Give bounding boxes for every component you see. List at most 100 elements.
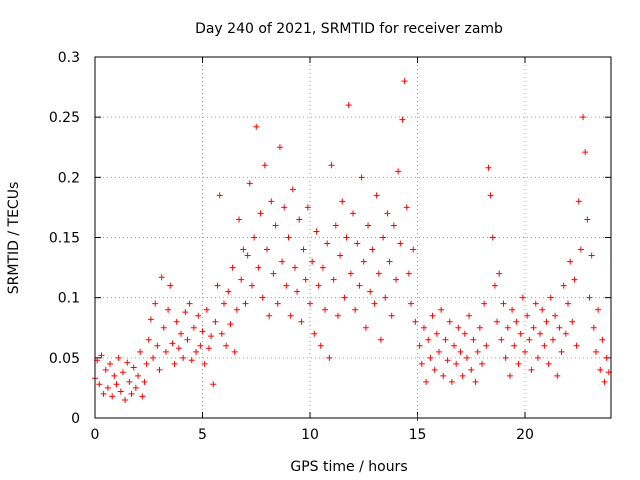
- data-point: [526, 336, 533, 343]
- data-point: [562, 330, 569, 337]
- data-point: [259, 294, 266, 301]
- data-point: [240, 246, 247, 253]
- data-point: [382, 294, 389, 301]
- data-point: [545, 360, 552, 367]
- data-point: [246, 180, 253, 187]
- x-tick-label: 10: [301, 427, 319, 443]
- data-point: [489, 234, 496, 241]
- data-point: [603, 354, 610, 361]
- data-point: [145, 336, 152, 343]
- data-point: [350, 210, 356, 217]
- data-point: [315, 282, 322, 289]
- data-point: [472, 378, 479, 385]
- data-point: [96, 381, 103, 388]
- data-point: [459, 372, 466, 379]
- data-point: [528, 366, 535, 373]
- data-point: [541, 342, 548, 349]
- data-point: [274, 300, 281, 307]
- data-point: [429, 312, 436, 319]
- data-point: [390, 222, 397, 229]
- data-point: [294, 288, 301, 295]
- data-point: [160, 324, 167, 331]
- data-point: [238, 276, 245, 283]
- data-point: [592, 348, 599, 355]
- data-point: [369, 246, 376, 253]
- data-point: [365, 222, 372, 229]
- y-axis-title: SRMTID / TECUs: [6, 182, 22, 295]
- data-point: [347, 270, 354, 277]
- data-point: [268, 198, 275, 205]
- data-point: [248, 282, 255, 289]
- data-point: [556, 324, 563, 331]
- data-point: [182, 309, 189, 316]
- grid-lines: [95, 57, 611, 418]
- data-point: [328, 162, 335, 169]
- data-point: [126, 378, 133, 385]
- data-point: [139, 393, 146, 400]
- data-point: [188, 357, 195, 364]
- data-point: [173, 318, 180, 325]
- data-point: [193, 348, 200, 355]
- data-point: [584, 216, 591, 223]
- data-point: [242, 300, 249, 307]
- data-point: [128, 390, 135, 397]
- data-point: [479, 360, 485, 367]
- data-point: [158, 274, 165, 281]
- data-point: [575, 198, 582, 205]
- data-point: [330, 276, 337, 283]
- data-point: [500, 300, 507, 307]
- data-point: [337, 252, 344, 259]
- data-point: [543, 318, 550, 325]
- data-point: [298, 318, 305, 325]
- data-point: [577, 246, 584, 253]
- data-points: [92, 78, 612, 421]
- data-point: [522, 348, 528, 355]
- x-tick-label: 0: [91, 427, 100, 443]
- data-point: [304, 204, 311, 211]
- data-point: [360, 258, 367, 265]
- data-point: [496, 270, 503, 277]
- y-tick-label: 0.2: [58, 170, 80, 186]
- data-point: [223, 342, 230, 349]
- data-point: [300, 246, 307, 253]
- data-point: [205, 345, 212, 352]
- data-point: [156, 366, 163, 373]
- data-point: [124, 359, 131, 366]
- data-point: [461, 330, 468, 337]
- data-point: [567, 258, 574, 265]
- data-point: [100, 390, 107, 397]
- data-point: [296, 216, 303, 223]
- x-tick-label: 5: [198, 427, 207, 443]
- data-point: [113, 381, 120, 388]
- data-point: [285, 234, 292, 241]
- data-point: [324, 240, 331, 247]
- data-point: [476, 324, 483, 331]
- data-point: [141, 378, 148, 385]
- data-point: [425, 336, 432, 343]
- data-point: [343, 234, 350, 241]
- data-point: [334, 312, 341, 319]
- data-point: [506, 372, 513, 379]
- data-point: [186, 300, 193, 307]
- data-point: [322, 306, 329, 313]
- y-tick-label: 0.25: [49, 110, 80, 126]
- data-point: [270, 270, 277, 277]
- data-point: [601, 378, 608, 385]
- data-point: [367, 288, 374, 295]
- data-point: [395, 168, 402, 175]
- data-point: [517, 330, 524, 337]
- data-point: [386, 258, 393, 265]
- data-point: [502, 354, 509, 361]
- data-point: [498, 336, 505, 343]
- data-point: [586, 294, 593, 301]
- data-point: [597, 366, 604, 373]
- data-point: [423, 378, 430, 385]
- data-point: [433, 330, 440, 337]
- data-point: [474, 348, 481, 355]
- data-point: [253, 123, 260, 130]
- data-point: [135, 372, 141, 379]
- data-point: [375, 270, 382, 277]
- data-point: [431, 366, 438, 373]
- x-tick-label: 15: [409, 427, 427, 443]
- chart-title: Day 240 of 2021, SRMTID for receiver zam…: [195, 21, 503, 37]
